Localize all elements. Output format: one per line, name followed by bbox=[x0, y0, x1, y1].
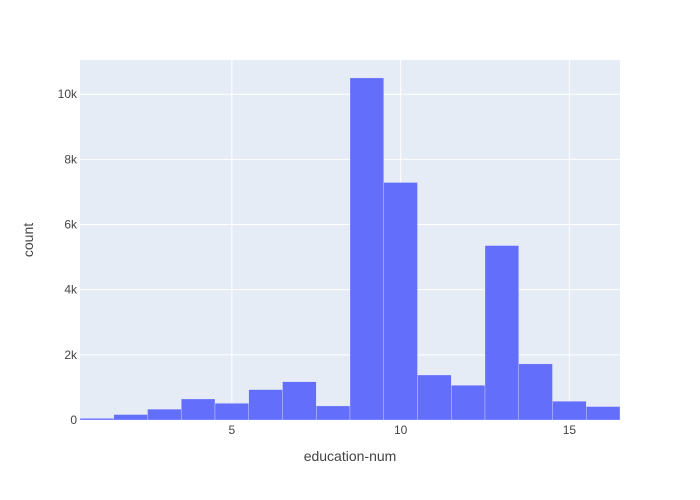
x-axis-ticks: 5 10 15 bbox=[229, 423, 577, 437]
histogram-bar[interactable] bbox=[586, 406, 621, 421]
histogram-bar[interactable] bbox=[417, 374, 452, 421]
histogram-bar[interactable] bbox=[518, 363, 553, 421]
x-tick-label: 15 bbox=[563, 423, 577, 437]
histogram-bar[interactable] bbox=[181, 398, 216, 421]
x-tick-label: 10 bbox=[394, 423, 408, 437]
x-tick-label: 5 bbox=[229, 423, 236, 437]
histogram-bar[interactable] bbox=[282, 381, 317, 421]
y-tick-label: 6k bbox=[64, 218, 78, 232]
y-tick-label: 0 bbox=[70, 413, 77, 427]
histogram-bars bbox=[79, 77, 621, 421]
histogram-bar[interactable] bbox=[484, 245, 519, 421]
histogram-bar[interactable] bbox=[214, 403, 249, 421]
histogram-bar[interactable] bbox=[316, 405, 351, 421]
histogram-bar[interactable] bbox=[248, 389, 283, 421]
histogram-bar[interactable] bbox=[349, 77, 384, 421]
x-axis-title: education-num bbox=[304, 448, 397, 464]
histogram-bar[interactable] bbox=[383, 182, 418, 421]
y-axis-ticks: 0 2k 4k 6k 8k 10k bbox=[58, 87, 78, 427]
histogram-bar[interactable] bbox=[147, 408, 182, 421]
histogram-bar[interactable] bbox=[79, 418, 114, 421]
y-tick-label: 2k bbox=[64, 348, 78, 362]
y-tick-label: 4k bbox=[64, 283, 78, 297]
histogram-bar[interactable] bbox=[552, 400, 587, 421]
histogram-bar[interactable] bbox=[113, 414, 148, 421]
histogram-bar[interactable] bbox=[451, 384, 486, 421]
y-tick-label: 10k bbox=[58, 87, 78, 101]
y-tick-label: 8k bbox=[64, 152, 78, 166]
y-axis-title: count bbox=[20, 223, 36, 257]
